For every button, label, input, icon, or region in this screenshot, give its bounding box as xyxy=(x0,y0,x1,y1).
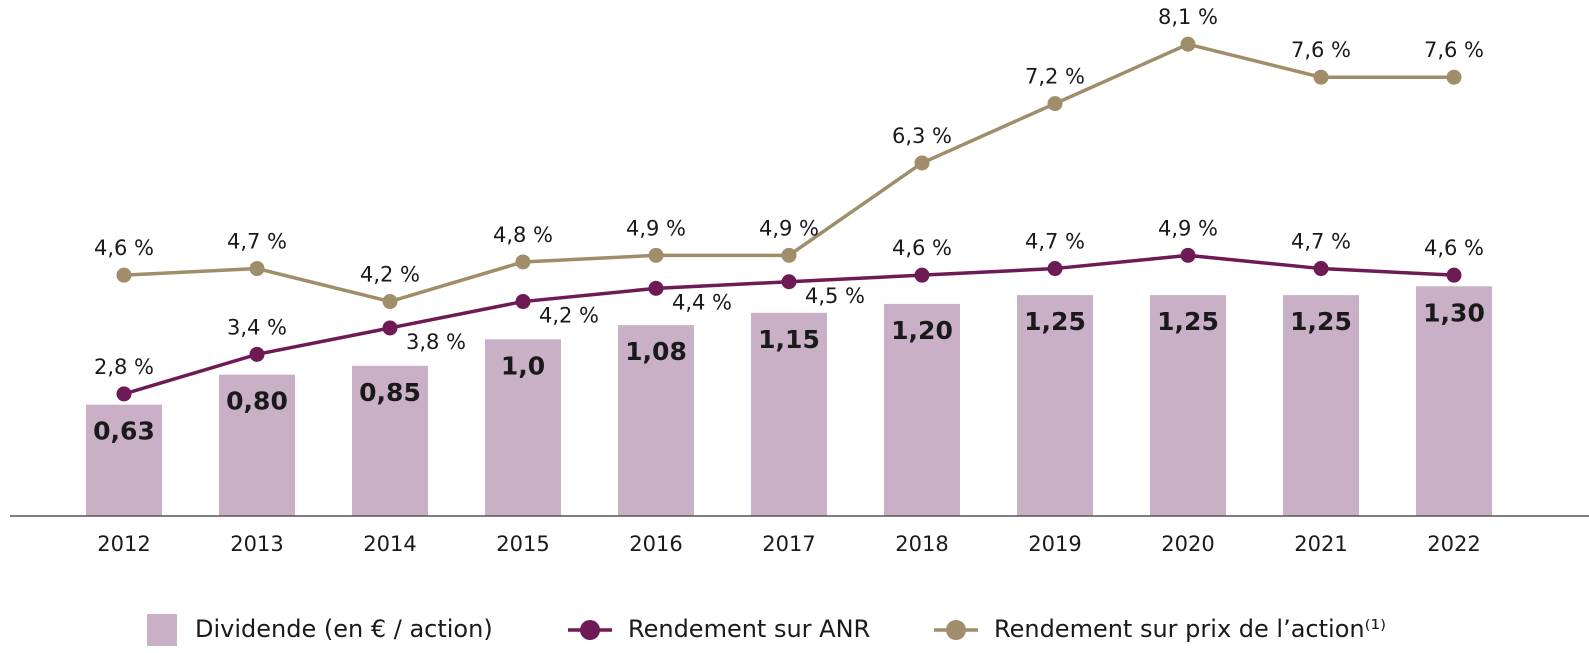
point-label: 7,6 % xyxy=(1424,38,1484,62)
legend-swatch xyxy=(580,620,600,640)
bar xyxy=(884,303,960,516)
x-tick-label: 2016 xyxy=(629,532,682,556)
point-label: 7,2 % xyxy=(1025,65,1085,89)
bar xyxy=(1150,295,1226,516)
bar-label: 1,0 xyxy=(501,351,545,380)
point xyxy=(1446,69,1462,85)
bar-label: 1,30 xyxy=(1423,298,1485,327)
point-label: 4,2 % xyxy=(360,263,420,287)
point xyxy=(116,267,132,283)
point xyxy=(1047,261,1063,277)
point xyxy=(382,294,398,310)
bar-label: 1,25 xyxy=(1157,307,1219,336)
bar-label: 1,20 xyxy=(891,316,953,345)
bar xyxy=(352,365,428,516)
point xyxy=(249,261,265,277)
x-tick-label: 2013 xyxy=(230,532,283,556)
point xyxy=(249,346,265,362)
point-label: 8,1 % xyxy=(1158,5,1218,29)
bar-label: 0,85 xyxy=(359,378,421,407)
point xyxy=(1313,69,1329,85)
point xyxy=(1313,261,1329,277)
bar-label: 1,15 xyxy=(758,325,820,354)
legend-swatch xyxy=(147,614,177,646)
point xyxy=(515,294,531,310)
bar xyxy=(485,339,561,516)
point-label: 4,8 % xyxy=(493,223,553,247)
bar xyxy=(618,325,694,516)
legend-swatch xyxy=(946,620,966,640)
point-label: 4,9 % xyxy=(626,216,686,240)
point-label: 2,8 % xyxy=(94,355,154,379)
point-label: 4,7 % xyxy=(1025,230,1085,254)
point-label: 7,6 % xyxy=(1291,38,1351,62)
legend-label: Rendement sur ANR xyxy=(628,615,870,643)
x-tick-label: 2017 xyxy=(762,532,815,556)
point-label: 4,6 % xyxy=(892,236,952,260)
point-label: 4,6 % xyxy=(1424,236,1484,260)
point xyxy=(1047,96,1063,112)
x-tick-label: 2020 xyxy=(1161,532,1214,556)
x-tick-label: 2014 xyxy=(363,532,416,556)
point xyxy=(1446,267,1462,283)
point-label: 3,4 % xyxy=(227,315,287,339)
bar-label: 0,63 xyxy=(93,417,155,446)
bar-label: 0,80 xyxy=(226,387,288,416)
point xyxy=(648,280,664,296)
point xyxy=(914,155,930,171)
point-label: 4,7 % xyxy=(1291,230,1351,254)
bar-label: 1,25 xyxy=(1024,307,1086,336)
bar xyxy=(751,312,827,516)
point-label: 4,9 % xyxy=(1158,216,1218,240)
bar-label: 1,25 xyxy=(1290,307,1352,336)
point xyxy=(914,267,930,283)
x-tick-label: 2015 xyxy=(496,532,549,556)
bar xyxy=(1416,286,1492,516)
bar-label: 1,08 xyxy=(625,337,687,366)
bar xyxy=(86,404,162,516)
point-label: 4,5 % xyxy=(805,284,865,308)
point xyxy=(648,247,664,263)
point xyxy=(1180,36,1196,52)
point-label: 6,3 % xyxy=(892,124,952,148)
point xyxy=(781,274,797,290)
legend-label: Dividende (en € / action) xyxy=(195,615,493,643)
bar xyxy=(1017,295,1093,516)
x-tick-label: 2012 xyxy=(97,532,150,556)
x-tick-label: 2019 xyxy=(1028,532,1081,556)
x-tick-label: 2021 xyxy=(1294,532,1347,556)
point-label: 4,7 % xyxy=(227,230,287,254)
point xyxy=(515,254,531,270)
point-label: 4,6 % xyxy=(94,236,154,260)
bar xyxy=(219,374,295,516)
point xyxy=(781,247,797,263)
legend-label: Rendement sur prix de l’action⁽¹⁾ xyxy=(994,615,1386,643)
point-label: 4,4 % xyxy=(672,290,732,314)
bar xyxy=(1283,295,1359,516)
point-label: 3,8 % xyxy=(406,330,466,354)
point xyxy=(382,320,398,336)
x-tick-label: 2018 xyxy=(895,532,948,556)
point xyxy=(1180,247,1196,263)
point-label: 4,2 % xyxy=(539,304,599,328)
point-label: 4,9 % xyxy=(759,216,819,240)
x-tick-label: 2022 xyxy=(1427,532,1480,556)
point xyxy=(116,386,132,402)
